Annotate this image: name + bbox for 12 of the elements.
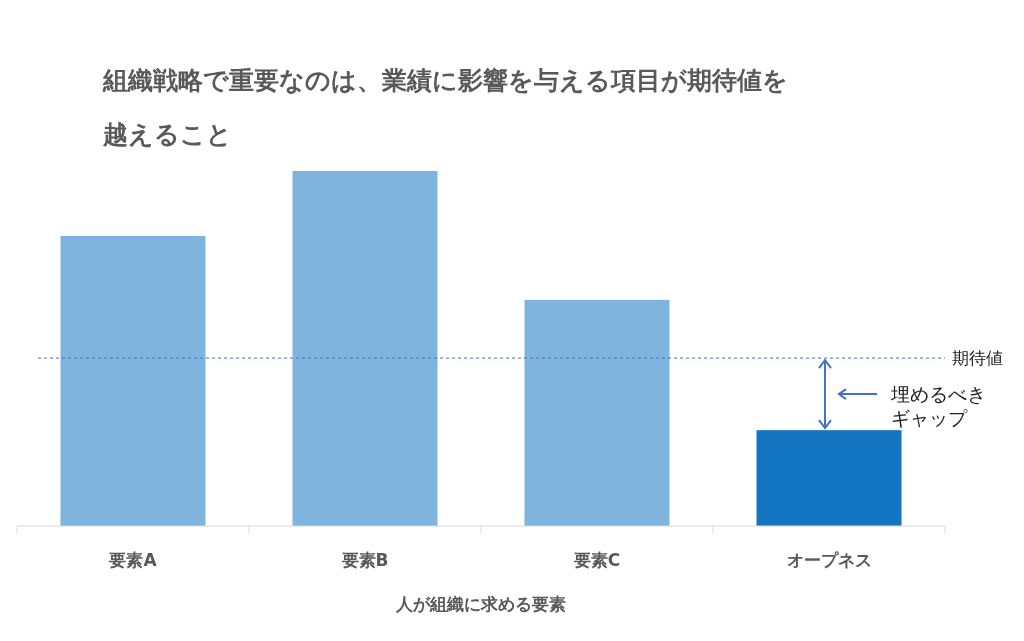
x-tick-label: 要素B <box>340 550 389 570</box>
bar <box>524 299 670 526</box>
bar <box>60 235 206 526</box>
x-tick-label: オープネス <box>786 550 872 570</box>
x-tick-label: 要素C <box>572 550 621 570</box>
x-axis-title: 人が組織に求める要素 <box>395 594 566 614</box>
x-tick-label: 要素A <box>108 550 158 570</box>
chart-title: 組織戦略で重要なのは、業績に影響を与える項目が期待値を越えること <box>102 66 788 149</box>
bar <box>756 430 902 526</box>
annotation: 埋めるべきギャップ <box>890 383 986 430</box>
bar <box>292 171 438 526</box>
ref-line-label: 期待値 <box>952 348 1003 369</box>
